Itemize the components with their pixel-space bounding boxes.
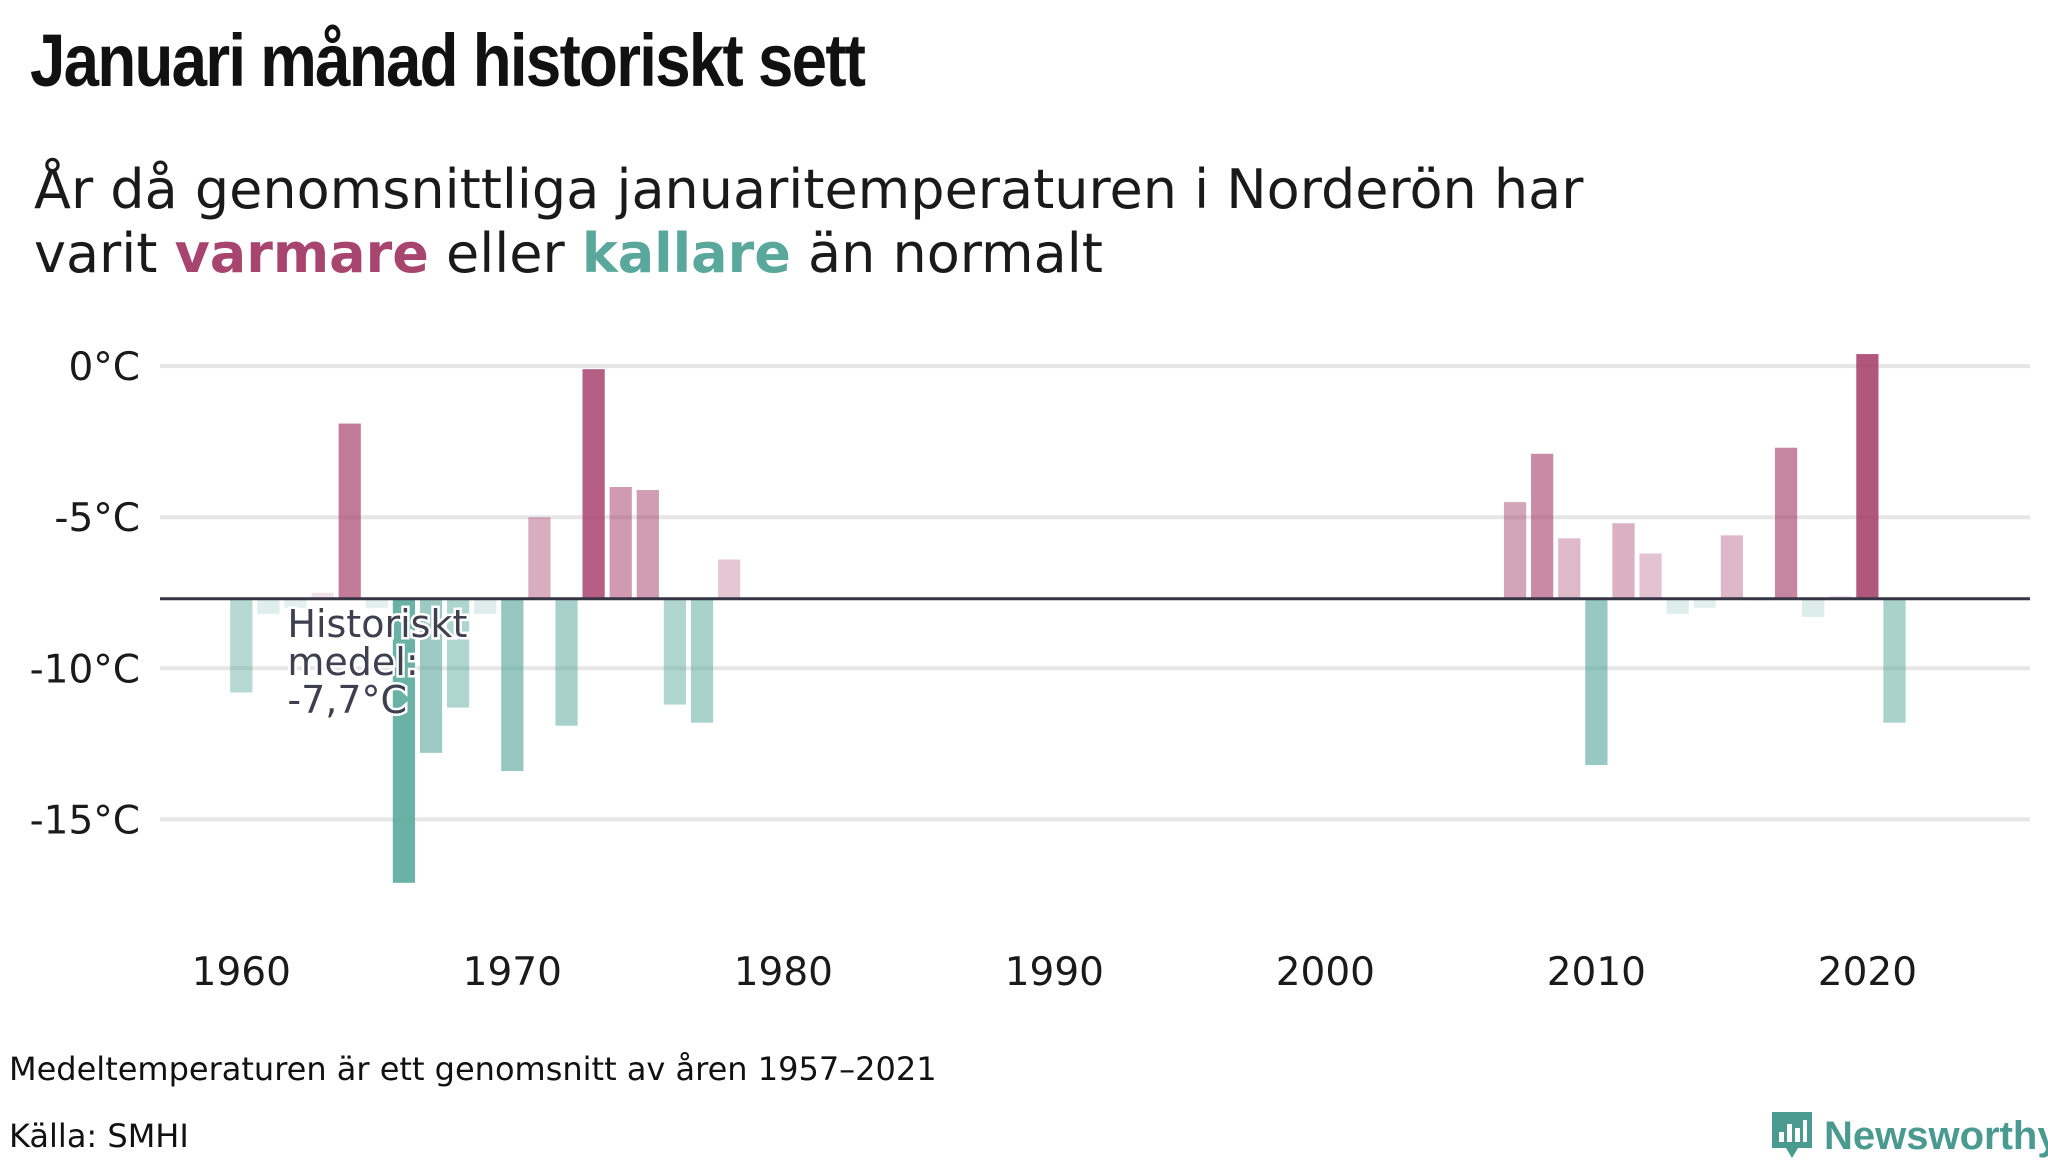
bar-1965	[365, 598, 388, 608]
cold-keyword: kallare	[581, 222, 791, 285]
gridlines	[160, 364, 2030, 822]
bar-1978	[718, 559, 741, 599]
subtitle-line-1: År då genomsnittliga januaritemperaturen…	[34, 158, 1584, 221]
bar-2017	[1774, 447, 1798, 599]
subtitle-suffix: än normalt	[790, 222, 1103, 285]
bar-2012	[1639, 553, 1662, 599]
y-tick-label: -5°C	[54, 496, 140, 541]
bar-2015	[1720, 535, 1743, 599]
bar-2007	[1503, 502, 1527, 599]
bar-1963	[311, 592, 334, 599]
bar-1970	[501, 598, 524, 772]
y-tick-label: -15°C	[30, 798, 140, 843]
bar-1961	[257, 598, 280, 614]
x-axis-ticks: 1960 1970 1980 1990 2000 2010 2020	[192, 950, 1917, 995]
bar-1962	[284, 598, 307, 608]
newsworthy-logo: Newsworthy	[1770, 1108, 2048, 1164]
bar-2020	[1856, 354, 1879, 599]
subtitle-mid: eller	[428, 222, 582, 285]
y-tick-label: 0°C	[68, 345, 140, 390]
bar-2008	[1531, 453, 1554, 599]
bar-2011	[1612, 523, 1635, 599]
brand-name: Newsworthy	[1824, 1113, 2048, 1158]
x-tick-label: 2000	[1276, 950, 1375, 995]
y-tick-label: -10°C	[30, 647, 140, 692]
y-axis-ticks: 0°C -5°C -10°C -15°C	[30, 345, 140, 843]
bar-2013	[1666, 598, 1689, 614]
x-tick-label: 1960	[192, 950, 291, 995]
source-note: Källa: SMHI	[9, 1117, 189, 1155]
chart-title: Januari månad historiskt sett	[30, 19, 866, 102]
bar-1976	[663, 598, 687, 705]
bar-1977	[690, 598, 714, 723]
bar-2009	[1558, 538, 1581, 599]
x-tick-label: 1980	[734, 950, 833, 995]
bar-chart-logo-icon	[1772, 1112, 1812, 1158]
bar-1974	[609, 487, 632, 599]
historical-mean-label: Historiskt medel: -7,7°C	[287, 602, 467, 722]
bar-2019	[1829, 595, 1852, 599]
bar-1967	[419, 598, 443, 753]
x-tick-label: 2010	[1547, 950, 1646, 995]
bar-1964	[338, 423, 361, 599]
chart-subtitle: År då genomsnittliga januaritemperaturen…	[34, 158, 1634, 286]
x-tick-label: 1990	[1005, 950, 1104, 995]
bar-1969	[474, 598, 497, 614]
bars	[230, 354, 1906, 883]
bar-2014	[1693, 598, 1716, 608]
bar-1968	[447, 598, 470, 708]
x-tick-label: 2020	[1818, 950, 1917, 995]
bar-2021	[1883, 598, 1906, 723]
subtitle-line-2: varit varmare eller kallare än normalt	[34, 222, 1634, 286]
bar-1960	[230, 598, 253, 693]
x-tick-label: 1970	[463, 950, 562, 995]
bar-2018	[1802, 598, 1825, 617]
warm-keyword: varmare	[174, 222, 429, 285]
bar-1973	[582, 369, 605, 599]
bar-2010	[1585, 598, 1608, 765]
average-note: Medeltemperaturen är ett genomsnitt av å…	[9, 1050, 937, 1088]
bar-1975	[636, 490, 659, 599]
bar-1966	[392, 598, 416, 883]
bar-1972	[555, 598, 578, 726]
subtitle-prefix: varit	[34, 222, 175, 285]
bar-1971	[528, 517, 551, 599]
